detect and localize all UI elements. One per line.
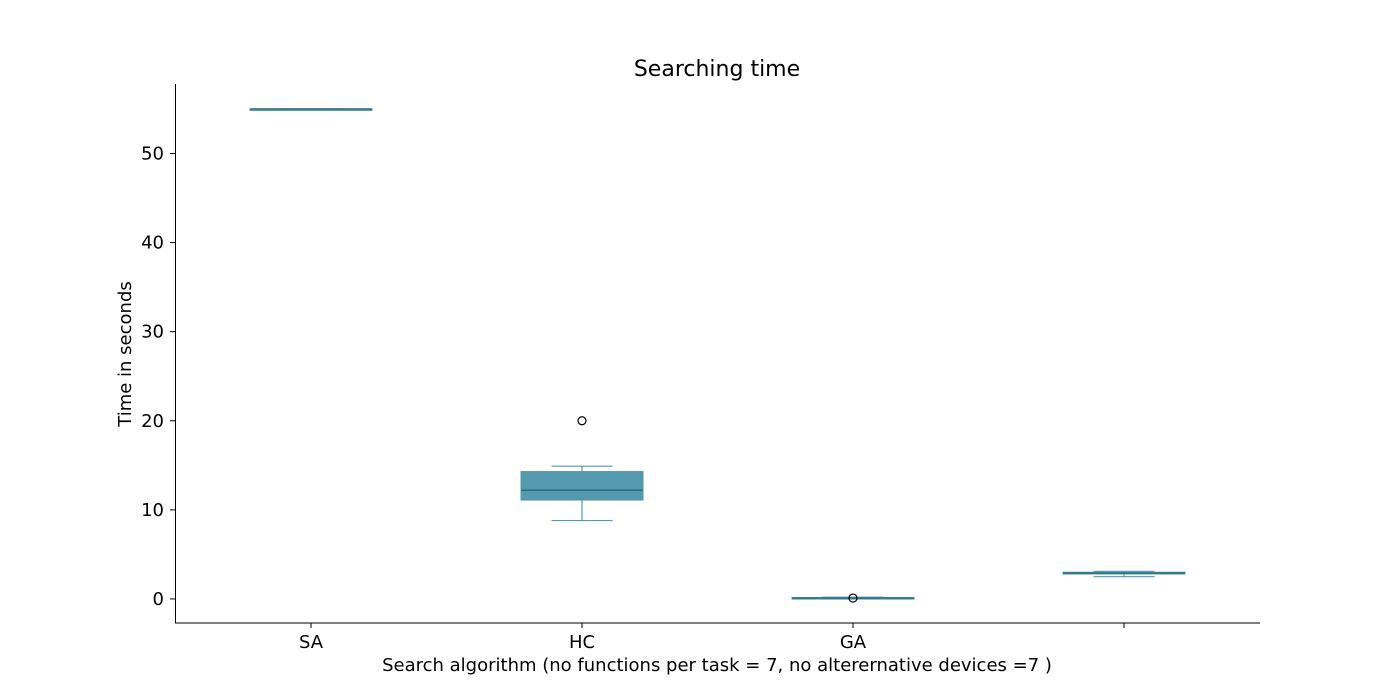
box-SA <box>249 108 373 111</box>
x-tick-label: SA <box>299 632 324 653</box>
plot-area <box>249 108 1186 603</box>
x-tick-label: HC <box>569 632 595 653</box>
y-ticks: 0 10 20 30 40 50 <box>141 143 175 610</box>
x-axis-label: Search algorithm (no functions per task … <box>382 655 1052 676</box>
x-ticks: SA HC GA <box>299 623 1125 653</box>
box-GA <box>791 593 915 603</box>
outlier-point <box>577 416 587 426</box>
y-tick-label: 10 <box>141 500 164 521</box>
box-body <box>520 471 644 501</box>
box-HC <box>520 416 644 522</box>
y-tick-label: 20 <box>141 411 164 432</box>
y-tick-label: 30 <box>141 322 164 343</box>
box-unlabeled <box>1062 570 1186 578</box>
outlier-point <box>848 593 858 603</box>
y-tick-label: 40 <box>141 233 164 254</box>
y-tick-label: 0 <box>153 589 164 610</box>
x-tick-label: GA <box>840 632 867 653</box>
y-axis-label: Time in seconds <box>115 281 136 427</box>
chart-title: Searching time <box>634 57 800 82</box>
y-tick-label: 50 <box>141 143 164 164</box>
